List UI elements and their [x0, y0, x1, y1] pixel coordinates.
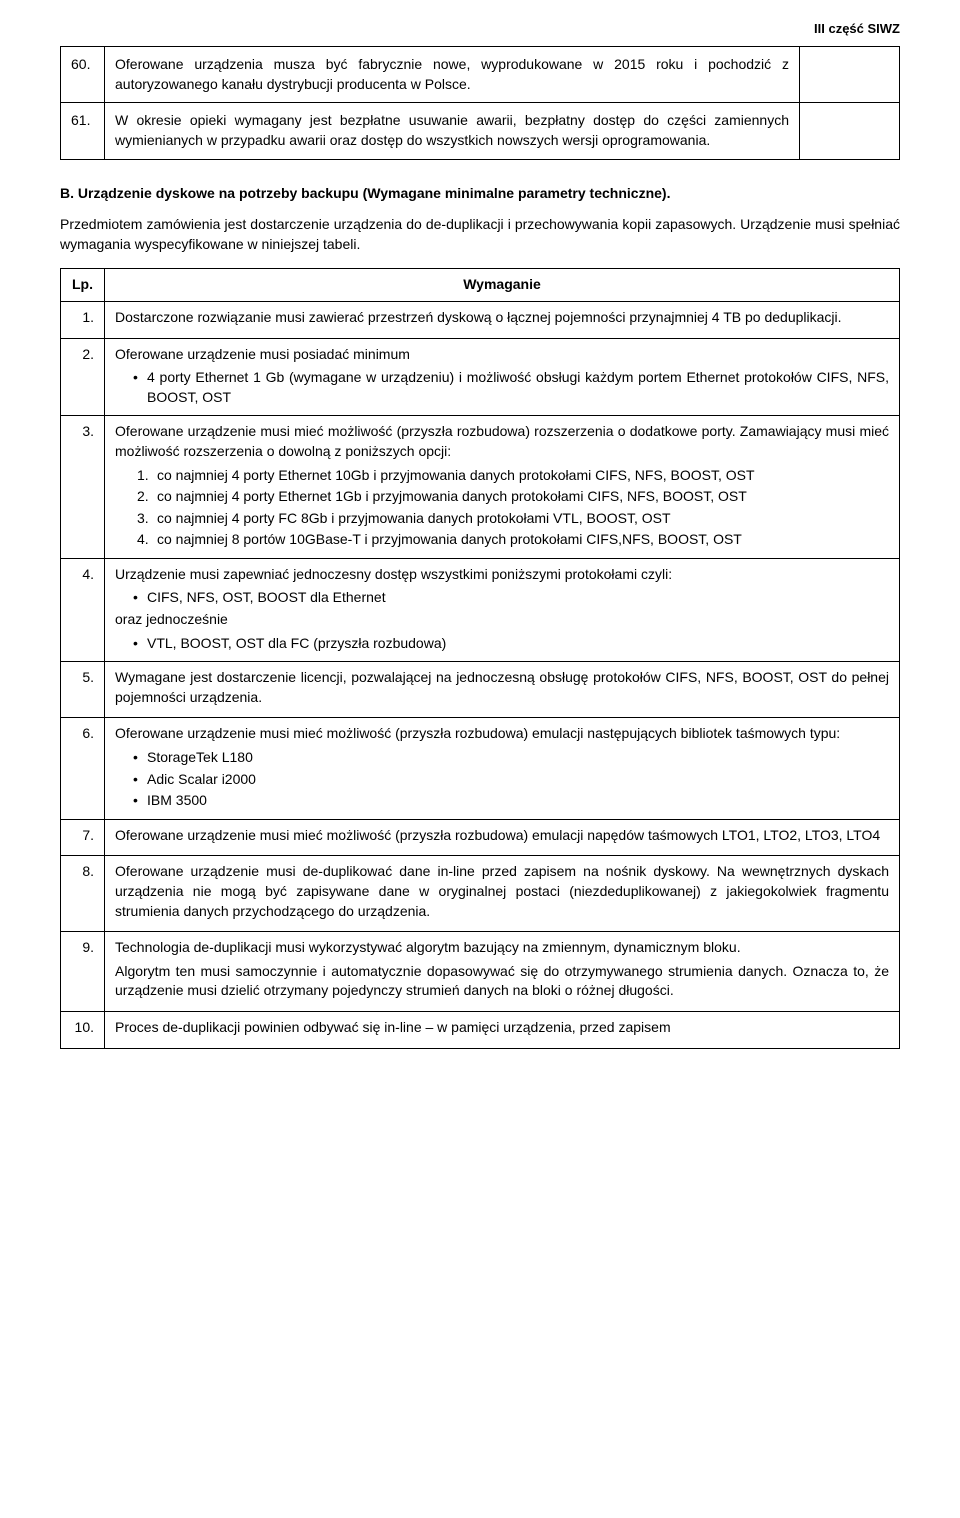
row-number: 60.: [61, 47, 105, 103]
row-number: 3.: [61, 416, 105, 559]
table-row: 9. Technologia de-duplikacji musi wykorzy…: [61, 932, 900, 1012]
row-requirement: Wymagane jest dostarczenie licencji, poz…: [105, 662, 900, 718]
section-b-heading: B. Urządzenie dyskowe na potrzeby backup…: [60, 184, 900, 204]
table-row: 61.W okresie opieki wymagany jest bezpła…: [61, 103, 900, 159]
requirement-text: Oferowane urządzenie musi mieć możliwość…: [115, 724, 889, 744]
section-b-intro: Przedmiotem zamówienia jest dostarczenie…: [60, 215, 900, 254]
bullet-list: 4 porty Ethernet 1 Gb (wymagane w urządz…: [115, 368, 889, 407]
row-requirement: Oferowane urządzenie musi mieć możliwość…: [105, 416, 900, 559]
row-number: 2.: [61, 338, 105, 416]
list-item: 3.co najmniej 4 porty FC 8Gb i przyjmowa…: [137, 509, 889, 529]
requirement-text: Algorytm ten musi samoczynnie i automaty…: [115, 962, 889, 1001]
list-item: IBM 3500: [133, 791, 889, 811]
column-header-lp: Lp.: [61, 269, 105, 302]
row-text: W okresie opieki wymagany jest bezpłatne…: [105, 103, 800, 159]
row-requirement: Dostarczone rozwiązanie musi zawierać pr…: [105, 301, 900, 338]
row-number: 9.: [61, 932, 105, 1012]
bullet-list: CIFS, NFS, OST, BOOST dla Ethernet: [115, 588, 889, 608]
bullet-list: VTL, BOOST, OST dla FC (przyszła rozbudo…: [115, 634, 889, 654]
table-row: 2. Oferowane urządzenie musi posiadać min…: [61, 338, 900, 416]
requirement-text: Technologia de-duplikacji musi wykorzyst…: [115, 938, 889, 958]
table-row: 4. Urządzenie musi zapewniać jednoczesny …: [61, 558, 900, 661]
list-item: Adic Scalar i2000: [133, 770, 889, 790]
top-requirements-table: 60.Oferowane urządzenia musza być fabryc…: [60, 46, 900, 159]
table-row: 5. Wymagane jest dostarczenie licencji, p…: [61, 662, 900, 718]
requirement-text: Dostarczone rozwiązanie musi zawierać pr…: [115, 308, 889, 328]
row-number: 6.: [61, 718, 105, 819]
table-row: 60.Oferowane urządzenia musza być fabryc…: [61, 47, 900, 103]
bullet-list: StorageTek L180Adic Scalar i2000IBM 3500: [115, 748, 889, 811]
requirement-text: Oferowane urządzenie musi mieć możliwość…: [115, 826, 889, 846]
row-requirement: Proces de-duplikacji powinien odbywać si…: [105, 1011, 900, 1048]
row-requirement: Technologia de-duplikacji musi wykorzyst…: [105, 932, 900, 1012]
table-row: 10. Proces de-duplikacji powinien odbywać…: [61, 1011, 900, 1048]
requirement-text: Oferowane urządzenie musi mieć możliwość…: [115, 422, 889, 461]
requirements-table: Lp. Wymaganie 1. Dostarczone rozwiązanie …: [60, 268, 900, 1048]
row-text: Oferowane urządzenia musza być fabryczni…: [105, 47, 800, 103]
list-item: 4 porty Ethernet 1 Gb (wymagane w urządz…: [133, 368, 889, 407]
column-header-wymaganie: Wymaganie: [105, 269, 900, 302]
list-item: 2.co najmniej 4 porty Ethernet 1Gb i prz…: [137, 487, 889, 507]
row-number: 4.: [61, 558, 105, 661]
requirement-text: Urządzenie musi zapewniać jednoczesny do…: [115, 565, 889, 585]
numbered-list: 1.co najmniej 4 porty Ethernet 10Gb i pr…: [115, 466, 889, 550]
row-number: 10.: [61, 1011, 105, 1048]
row-number: 1.: [61, 301, 105, 338]
list-item: 1.co najmniej 4 porty Ethernet 10Gb i pr…: [137, 466, 889, 486]
list-item: CIFS, NFS, OST, BOOST dla Ethernet: [133, 588, 889, 608]
requirement-text: Proces de-duplikacji powinien odbywać si…: [115, 1018, 889, 1038]
list-item: VTL, BOOST, OST dla FC (przyszła rozbudo…: [133, 634, 889, 654]
requirement-text: Oferowane urządzenie musi posiadać minim…: [115, 345, 889, 365]
list-item: StorageTek L180: [133, 748, 889, 768]
requirement-text: Wymagane jest dostarczenie licencji, poz…: [115, 668, 889, 707]
table-row: 7. Oferowane urządzenie musi mieć możliwo…: [61, 819, 900, 856]
row-requirement: Oferowane urządzenie musi de-duplikować …: [105, 856, 900, 932]
table-row: 6. Oferowane urządzenie musi mieć możliwo…: [61, 718, 900, 819]
row-number: 7.: [61, 819, 105, 856]
table-row: 3. Oferowane urządzenie musi mieć możliwo…: [61, 416, 900, 559]
row-empty: [800, 103, 900, 159]
table-row: 1. Dostarczone rozwiązanie musi zawierać …: [61, 301, 900, 338]
row-requirement: Oferowane urządzenie musi mieć możliwość…: [105, 819, 900, 856]
requirement-text: oraz jednocześnie: [115, 610, 889, 630]
row-requirement: Oferowane urządzenie musi mieć możliwość…: [105, 718, 900, 819]
table-row: 8.Oferowane urządzenie musi de-duplikowa…: [61, 856, 900, 932]
row-requirement: Oferowane urządzenie musi posiadać minim…: [105, 338, 900, 416]
requirement-text: Oferowane urządzenie musi de-duplikować …: [115, 862, 889, 921]
row-number: 5.: [61, 662, 105, 718]
row-number: 8.: [61, 856, 105, 932]
page-header-label: III część SIWZ: [60, 20, 900, 38]
row-empty: [800, 47, 900, 103]
list-item: 4.co najmniej 8 portów 10GBase-T i przyj…: [137, 530, 889, 550]
row-requirement: Urządzenie musi zapewniać jednoczesny do…: [105, 558, 900, 661]
row-number: 61.: [61, 103, 105, 159]
